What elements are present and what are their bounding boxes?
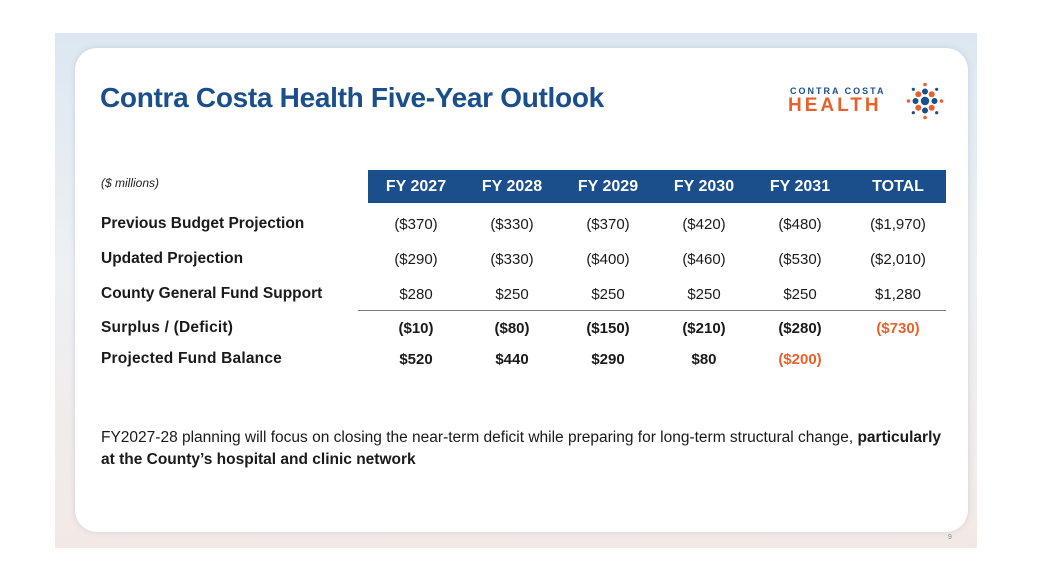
col-header-fy2030: FY 2030 bbox=[673, 178, 735, 195]
table-cell: $250 bbox=[687, 286, 721, 303]
sunburst-dots-icon bbox=[906, 82, 944, 120]
table-cell: ($480) bbox=[778, 216, 822, 233]
logo-main-text: HEALTH bbox=[788, 95, 882, 116]
contra-costa-health-logo: CONTRA COSTA HEALTH bbox=[788, 78, 948, 124]
footnote-bold: particularly at the County’s hospital an… bbox=[101, 429, 942, 468]
table-cell: ($370) bbox=[394, 216, 438, 233]
table-cell: ($460) bbox=[682, 251, 726, 268]
footnote-text: FY2027-28 planning will focus on closing… bbox=[101, 427, 941, 471]
row-label: Projected Fund Balance bbox=[101, 350, 282, 367]
row-label: Surplus / (Deficit) bbox=[101, 319, 234, 336]
table-cell: ($420) bbox=[682, 216, 726, 233]
row-label: Previous Budget Projection bbox=[101, 215, 305, 232]
col-header-fy2027: FY 2027 bbox=[385, 178, 447, 195]
units-label: ($ millions) bbox=[101, 176, 160, 190]
table-cell: ($290) bbox=[394, 251, 438, 268]
table-cell: ($150) bbox=[586, 320, 630, 337]
table-cell: ($10) bbox=[398, 320, 434, 337]
col-header-fy2031: FY 2031 bbox=[769, 178, 831, 195]
table-cell: $280 bbox=[399, 286, 433, 303]
table-cell: ($530) bbox=[778, 251, 822, 268]
row-label: Updated Projection bbox=[101, 250, 244, 267]
slide-card bbox=[75, 48, 968, 532]
page-number: 9 bbox=[948, 534, 952, 541]
table-cell: $1,280 bbox=[875, 286, 921, 303]
footnote-plain: FY2027-28 planning will focus on closing… bbox=[101, 429, 858, 446]
slide-title: Contra Costa Health Five-Year Outlook bbox=[100, 82, 604, 113]
table-cell: ($2,010) bbox=[870, 251, 926, 268]
table-cell: ($370) bbox=[586, 216, 630, 233]
table-cell: $440 bbox=[495, 351, 529, 368]
table-cell: $520 bbox=[399, 351, 433, 368]
table-cell: ($1,970) bbox=[870, 216, 926, 233]
table-cell: ($210) bbox=[682, 320, 726, 337]
row-label: County General Fund Support bbox=[101, 285, 323, 302]
table-cell: $290 bbox=[591, 351, 625, 368]
col-header-fy2029: FY 2029 bbox=[577, 178, 639, 195]
col-header-total: TOTAL bbox=[872, 178, 924, 195]
table-cell-highlight: ($730) bbox=[876, 320, 920, 337]
table-cell: $250 bbox=[495, 286, 529, 303]
table-cell: ($400) bbox=[586, 251, 630, 268]
table-divider bbox=[358, 310, 946, 311]
table-header-row: FY 2027 FY 2028 FY 2029 FY 2030 FY 2031 … bbox=[368, 170, 946, 203]
table-cell: ($80) bbox=[494, 320, 530, 337]
col-header-fy2028: FY 2028 bbox=[481, 178, 543, 195]
table-cell-highlight: ($200) bbox=[778, 351, 822, 368]
table-cell: ($330) bbox=[490, 216, 534, 233]
table-cell: $80 bbox=[691, 351, 717, 368]
table-cell: $250 bbox=[783, 286, 817, 303]
table-cell: ($280) bbox=[778, 320, 822, 337]
table-cell: $250 bbox=[591, 286, 625, 303]
table-cell: ($330) bbox=[490, 251, 534, 268]
logo-top-text: CONTRA COSTA bbox=[790, 86, 886, 96]
